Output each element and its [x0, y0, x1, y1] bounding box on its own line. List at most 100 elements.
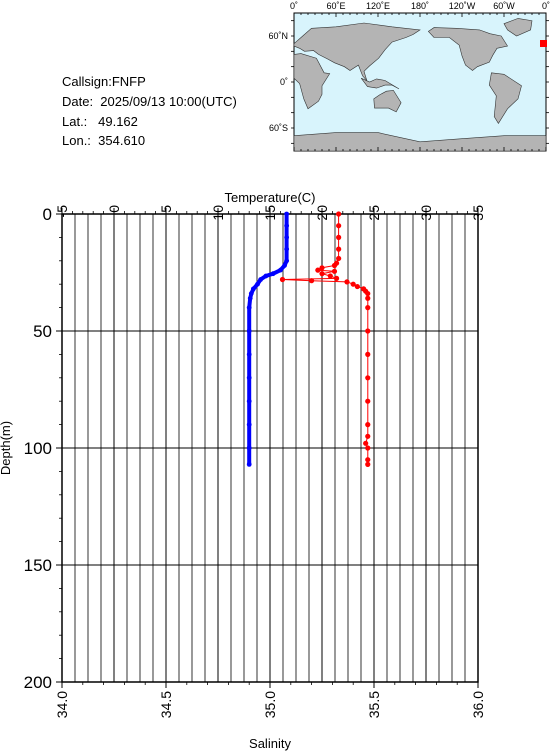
map-ticks — [291, 13, 549, 151]
salinity-point — [365, 457, 371, 463]
temperature-tick-label: 0 — [106, 205, 122, 213]
landmass-greenland — [503, 18, 533, 37]
salinity-point — [333, 275, 340, 281]
salinity-point — [365, 295, 371, 301]
temperature-point — [250, 286, 256, 292]
depth-tick-labels: 0 50 100 150 200 — [24, 205, 52, 692]
temperature-point — [246, 461, 252, 467]
salinity-point — [365, 398, 371, 404]
map-longitude-label: 120˚W — [449, 1, 476, 11]
landmass-south-america — [488, 72, 522, 124]
longitude-label: Lon.: 354.610 — [62, 133, 146, 148]
salinity-point — [336, 234, 342, 240]
salinity-point — [327, 273, 333, 279]
temperature-tick-label: -5 — [54, 205, 70, 218]
temperature-tick-label: 35 — [470, 205, 486, 221]
salinity-point — [331, 268, 338, 274]
depth-tick-label: 0 — [43, 205, 52, 224]
temperature-point — [284, 258, 290, 264]
map-side-labels: 60˚N 0˚ 60˚S — [268, 31, 288, 133]
plot-grid — [62, 213, 478, 683]
temperature-point — [284, 211, 290, 217]
plot-ticks — [56, 208, 479, 688]
date-label: Date: 2025/09/13 10:00(UTC) — [62, 94, 237, 109]
depth-tick-label: 50 — [33, 322, 52, 341]
temperature-tick-label: 20 — [314, 205, 330, 221]
salinity-point — [354, 283, 360, 290]
map-longitude-label: 0˚ — [542, 1, 550, 11]
location-map: 0˚ 60˚E 120˚E 180˚ 120˚W 60˚W 0˚ 60˚N 0˚ 60˚S — [268, 1, 550, 152]
temperature-profile-line — [247, 214, 289, 465]
salinity-point — [365, 461, 371, 467]
temperature-point — [248, 291, 254, 296]
temperature-tick-label: 10 — [210, 205, 226, 221]
salinity-point — [365, 305, 371, 311]
landmass-indonesia — [360, 77, 400, 90]
temperature-point — [246, 375, 252, 381]
salinity-point — [309, 278, 315, 284]
temperature-tick-label: 15 — [262, 205, 278, 221]
temperature-point — [246, 305, 252, 310]
temperature-tick-labels: -5 0 5 10 15 20 25 30 35 — [54, 205, 486, 221]
map-top-labels: 0˚ 60˚E 120˚E 180˚ 120˚W 60˚W 0˚ — [290, 1, 550, 11]
salinity-point — [365, 422, 371, 428]
salinity-tick-label: 35.5 — [366, 691, 382, 718]
temperature-tick-label: 5 — [158, 205, 174, 213]
latitude-label: Lat.: 49.162 — [62, 114, 138, 129]
salinity-point — [319, 265, 325, 271]
temperature-point — [258, 277, 264, 282]
salinity-point — [363, 440, 369, 446]
salinity-point — [350, 281, 356, 287]
temperature-point — [247, 295, 253, 301]
salinity-point — [279, 276, 286, 283]
salinity-tick-labels: 34.0 34.5 35.0 35.5 36.0 — [54, 691, 486, 718]
map-longitude-label: 60˚W — [493, 1, 515, 11]
salinity-point — [365, 351, 371, 357]
map-land — [293, 18, 547, 152]
temperature-tick-label: 30 — [418, 205, 434, 221]
salinity-point — [365, 290, 371, 297]
temperature-point — [246, 328, 252, 334]
temperature-axis-title: Temperature(C) — [224, 190, 315, 205]
temperature-point — [284, 235, 290, 240]
landmass-africa — [293, 53, 331, 110]
temperature-point — [246, 398, 252, 404]
salinity-point — [365, 375, 371, 381]
map-longitude-label: 0˚ — [290, 1, 298, 11]
map-longitude-label: 120˚E — [366, 1, 390, 11]
temperature-point — [284, 246, 290, 252]
salinity-tick-label: 34.0 — [54, 691, 70, 718]
salinity-point — [336, 246, 342, 252]
temperature-tick-label: 25 — [366, 205, 382, 221]
temperature-point — [278, 267, 283, 273]
temperature-point — [255, 281, 260, 287]
temperature-point — [263, 273, 269, 279]
salinity-point — [365, 433, 371, 439]
salinity-tick-label: 36.0 — [470, 691, 486, 718]
map-latitude-label: 60˚N — [268, 31, 288, 41]
salinity-point — [336, 211, 342, 217]
salinity-point — [336, 255, 342, 262]
map-longitude-label: 60˚E — [326, 1, 345, 11]
callsign-label: Callsign:FNFP — [62, 74, 146, 89]
depth-tick-label: 150 — [24, 556, 52, 575]
map-latitude-label: 0˚ — [280, 77, 288, 87]
salinity-point — [315, 267, 321, 273]
salinity-axis-title: Salinity — [249, 736, 291, 751]
salinity-point — [331, 262, 338, 269]
salinity-point — [319, 271, 325, 277]
salinity-tick-label: 35.0 — [262, 691, 278, 718]
temperature-point — [246, 445, 252, 451]
temperature-point — [284, 223, 290, 229]
temperature-point — [270, 271, 276, 277]
depth-tick-label: 100 — [24, 439, 52, 458]
salinity-point — [344, 279, 350, 285]
temperature-point — [246, 422, 252, 427]
temperature-point — [246, 352, 252, 357]
map-longitude-label: 180˚ — [411, 1, 429, 11]
landmass-australia — [373, 90, 402, 113]
data-series — [246, 211, 371, 467]
station-marker — [540, 40, 547, 47]
depth-axis-title: Depth(m) — [0, 421, 13, 475]
